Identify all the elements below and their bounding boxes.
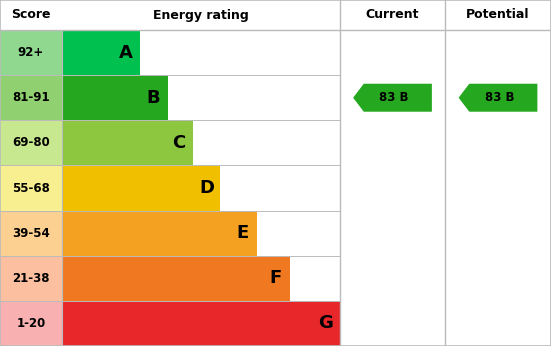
Bar: [0, 120, 62, 165]
Bar: [62, 211, 257, 256]
Text: 83 B: 83 B: [379, 91, 409, 104]
Text: C: C: [172, 134, 185, 152]
Bar: [62, 301, 340, 346]
Bar: [62, 30, 140, 75]
Bar: [0, 256, 62, 301]
Text: 21-38: 21-38: [12, 272, 50, 285]
Bar: [62, 256, 290, 301]
Bar: [62, 75, 168, 120]
Text: 69-80: 69-80: [12, 136, 50, 149]
Text: 39-54: 39-54: [12, 227, 50, 240]
Polygon shape: [458, 84, 537, 112]
Text: G: G: [318, 315, 333, 333]
Text: D: D: [199, 179, 214, 197]
Bar: [62, 120, 193, 165]
Bar: [0, 165, 62, 211]
Text: Potential: Potential: [466, 9, 530, 21]
Text: 81-91: 81-91: [12, 91, 50, 104]
Text: 92+: 92+: [18, 46, 44, 59]
Bar: [62, 165, 220, 211]
Bar: [0, 301, 62, 346]
Text: A: A: [119, 44, 133, 62]
Text: Current: Current: [366, 9, 419, 21]
Bar: [0, 30, 62, 75]
Text: Score: Score: [11, 9, 51, 21]
Polygon shape: [353, 84, 432, 112]
Text: 1-20: 1-20: [17, 317, 46, 330]
Text: F: F: [270, 269, 282, 287]
Text: B: B: [147, 89, 160, 107]
Bar: [0, 75, 62, 120]
Text: 83 B: 83 B: [485, 91, 514, 104]
Text: E: E: [236, 224, 249, 242]
Bar: [0, 211, 62, 256]
Text: Energy rating: Energy rating: [153, 9, 249, 21]
Text: 55-68: 55-68: [12, 182, 50, 194]
